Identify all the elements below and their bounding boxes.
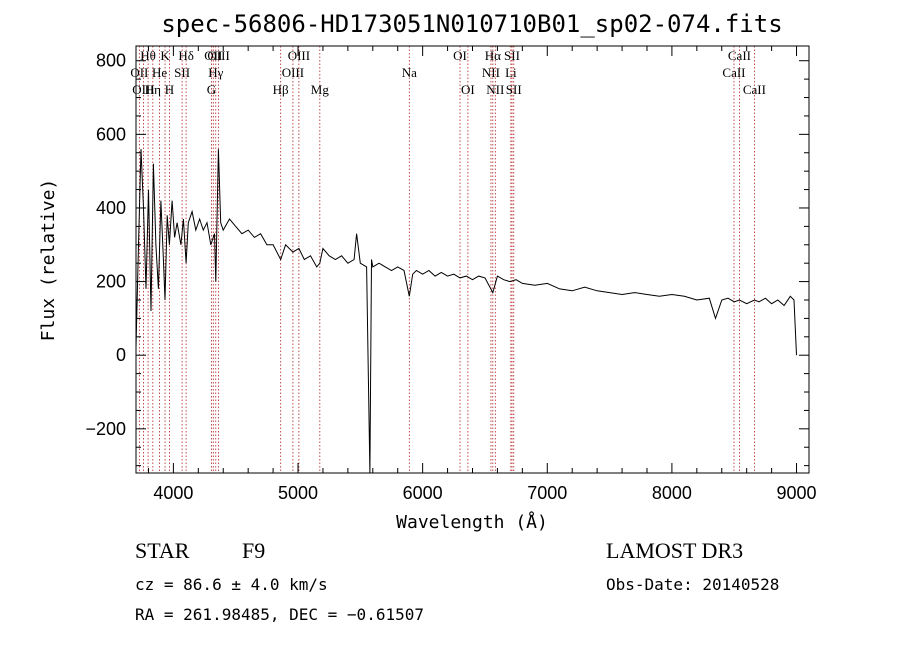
x-tick-label: 6000 [403, 483, 443, 503]
y-tick-label: −200 [85, 419, 126, 439]
line-label: Hγ [208, 65, 223, 80]
line-label: Hθ [140, 48, 156, 63]
line-label: Hα [485, 48, 501, 63]
line-label: H [165, 82, 174, 97]
object-class: STAR [135, 538, 190, 563]
line-label: SII [506, 82, 522, 97]
obs-date: Obs-Date: 20140528 [606, 575, 779, 594]
line-label: CaII [743, 82, 766, 97]
line-label: CaII [728, 48, 751, 63]
line-markers [138, 46, 755, 473]
line-label: SII [504, 48, 520, 63]
y-axis-ticks: −200 0 200 400 600 800 [85, 51, 809, 467]
line-label: OIII [282, 65, 304, 80]
line-label: OIII [132, 82, 154, 97]
ra-dec: RA = 261.98485, DEC = −0.61507 [135, 605, 424, 624]
y-tick-label: 600 [96, 124, 126, 144]
x-tick-label: 4000 [153, 483, 193, 503]
line-label: Hη [145, 82, 161, 97]
x-tick-label: 8000 [652, 483, 692, 503]
line-label: OII [204, 48, 222, 63]
spectrum-series [135, 149, 797, 474]
line-label: Hβ [273, 82, 289, 97]
line-label: He [152, 65, 167, 80]
line-label: K [160, 48, 170, 63]
line-label: OIII [288, 48, 310, 63]
x-axis-label: Wavelength (Å) [396, 511, 548, 533]
x-axis-ticks: 4000 5000 6000 7000 8000 9000 [147, 46, 817, 503]
line-label: OI [453, 48, 467, 63]
line-label: NII [486, 82, 504, 97]
x-tick-label: 9000 [777, 483, 817, 503]
line-label: OII [130, 65, 148, 80]
x-tick-label: 5000 [278, 483, 318, 503]
y-tick-label: 200 [96, 272, 126, 292]
line-label: Mg [311, 82, 330, 97]
y-tick-label: 400 [96, 198, 126, 218]
info-block: STAR F9 LAMOST DR3 cz = 86.6 ± 4.0 km/s … [135, 538, 779, 624]
line-label: NII [482, 65, 500, 80]
line-label: Hδ [178, 48, 194, 63]
survey-name: LAMOST DR3 [606, 538, 743, 563]
line-label: OIII [207, 48, 229, 63]
line-label: OI [461, 82, 475, 97]
y-tick-label: 0 [116, 345, 126, 365]
line-label: G [207, 82, 216, 97]
x-tick-label: 7000 [527, 483, 567, 503]
line-label: Li [505, 65, 517, 80]
y-axis-label: Flux (relative) [38, 179, 59, 342]
line-label: SII [174, 65, 190, 80]
object-subclass: F9 [242, 538, 265, 563]
chart-title: spec-56806-HD173051N010710B01_sp02-074.f… [161, 10, 782, 38]
plot-frame [135, 45, 810, 474]
line-label: Na [402, 65, 417, 80]
y-tick-label: 800 [96, 51, 126, 71]
line-label: CaII [722, 65, 745, 80]
redshift-cz: cz = 86.6 ± 4.0 km/s [135, 575, 328, 594]
